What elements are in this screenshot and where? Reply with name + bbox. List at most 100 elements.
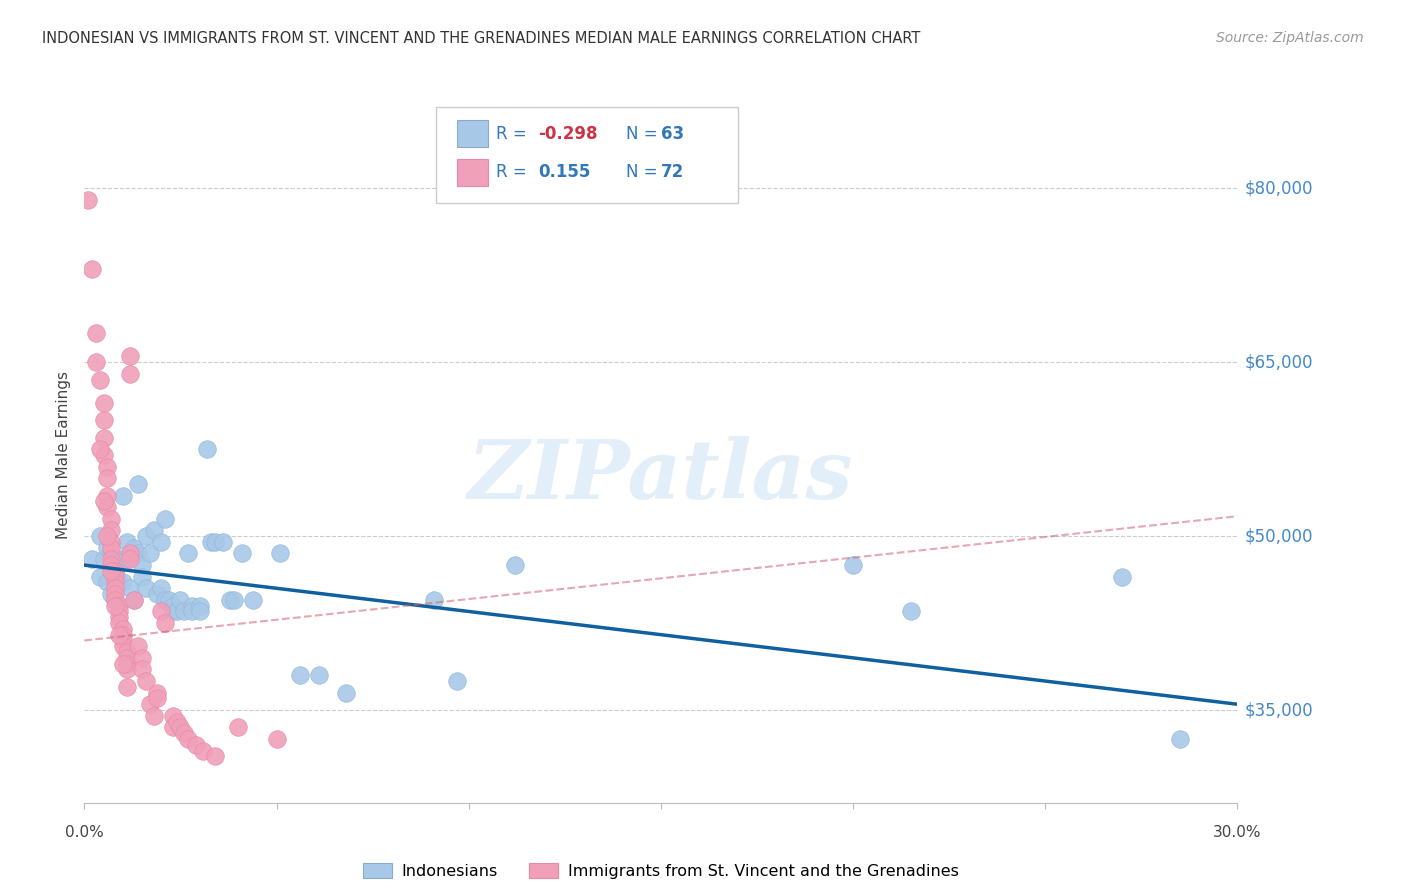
Point	[100, 523, 122, 537]
Text: N =: N =	[626, 125, 662, 143]
Point	[150, 582, 173, 596]
Point	[111, 575, 134, 590]
Point	[108, 599, 131, 613]
Text: R =: R =	[496, 125, 533, 143]
Point	[157, 592, 180, 607]
Point	[111, 622, 134, 636]
Point	[96, 489, 118, 503]
Point	[115, 680, 138, 694]
Point	[96, 575, 118, 590]
Point	[89, 442, 111, 457]
Point	[96, 471, 118, 485]
Point	[93, 431, 115, 445]
Point	[142, 523, 165, 537]
Point	[131, 651, 153, 665]
Point	[195, 442, 218, 457]
Point	[100, 534, 122, 549]
Point	[93, 396, 115, 410]
Point	[108, 628, 131, 642]
Point	[84, 355, 107, 369]
Point	[138, 546, 160, 560]
Point	[100, 541, 122, 555]
Point	[188, 605, 211, 619]
Point	[335, 685, 357, 699]
Text: 63: 63	[661, 125, 683, 143]
Point	[104, 564, 127, 578]
Point	[100, 587, 122, 601]
Point	[120, 367, 142, 381]
Point	[77, 193, 100, 207]
Point	[127, 476, 149, 491]
Point	[93, 552, 115, 566]
Point	[96, 459, 118, 474]
Point	[153, 592, 176, 607]
Point	[842, 558, 865, 573]
Point	[166, 605, 188, 619]
Point	[84, 326, 107, 341]
Point	[115, 657, 138, 671]
Point	[104, 569, 127, 583]
Point	[131, 569, 153, 583]
Point	[146, 691, 169, 706]
Point	[423, 592, 446, 607]
Point	[177, 546, 200, 560]
Point	[115, 552, 138, 566]
Point	[138, 698, 160, 712]
Point	[169, 721, 191, 735]
Point	[308, 668, 330, 682]
Point	[135, 582, 157, 596]
Point	[111, 489, 134, 503]
Point	[120, 546, 142, 560]
Point	[184, 738, 207, 752]
Point	[124, 592, 146, 607]
Point	[200, 534, 222, 549]
Text: R =: R =	[496, 163, 537, 181]
Text: $80,000: $80,000	[1244, 179, 1313, 197]
Point	[146, 685, 169, 699]
Point	[111, 628, 134, 642]
Text: 0.0%: 0.0%	[65, 825, 104, 840]
Point	[162, 708, 184, 723]
Text: INDONESIAN VS IMMIGRANTS FROM ST. VINCENT AND THE GRENADINES MEDIAN MALE EARNING: INDONESIAN VS IMMIGRANTS FROM ST. VINCEN…	[42, 31, 921, 46]
Point	[115, 645, 138, 659]
Point	[242, 592, 264, 607]
Point	[446, 674, 468, 689]
Point	[93, 448, 115, 462]
Y-axis label: Median Male Earnings: Median Male Earnings	[56, 371, 72, 539]
Point	[115, 534, 138, 549]
Point	[1168, 731, 1191, 746]
Point	[89, 529, 111, 543]
Point	[193, 744, 215, 758]
Point	[108, 610, 131, 624]
Point	[181, 599, 204, 613]
Point	[162, 599, 184, 613]
Point	[211, 534, 233, 549]
Point	[142, 708, 165, 723]
Point	[89, 569, 111, 583]
Point	[269, 546, 291, 560]
Point	[120, 552, 142, 566]
Point	[219, 592, 242, 607]
Point	[204, 534, 226, 549]
Point	[120, 546, 142, 560]
Point	[150, 534, 173, 549]
Point	[900, 605, 922, 619]
Point	[177, 731, 200, 746]
Point	[96, 500, 118, 514]
Point	[100, 552, 122, 566]
Text: Source: ZipAtlas.com: Source: ZipAtlas.com	[1216, 31, 1364, 45]
Text: -0.298: -0.298	[538, 125, 598, 143]
Point	[166, 714, 188, 729]
Point	[80, 552, 103, 566]
Text: $65,000: $65,000	[1244, 353, 1313, 371]
Point	[108, 575, 131, 590]
Point	[124, 592, 146, 607]
Point	[80, 262, 103, 277]
Point	[100, 558, 122, 573]
Point	[224, 592, 246, 607]
Point	[127, 639, 149, 653]
Text: 0.155: 0.155	[538, 163, 591, 181]
Text: 30.0%: 30.0%	[1213, 825, 1261, 840]
Point	[288, 668, 311, 682]
Point	[173, 605, 195, 619]
